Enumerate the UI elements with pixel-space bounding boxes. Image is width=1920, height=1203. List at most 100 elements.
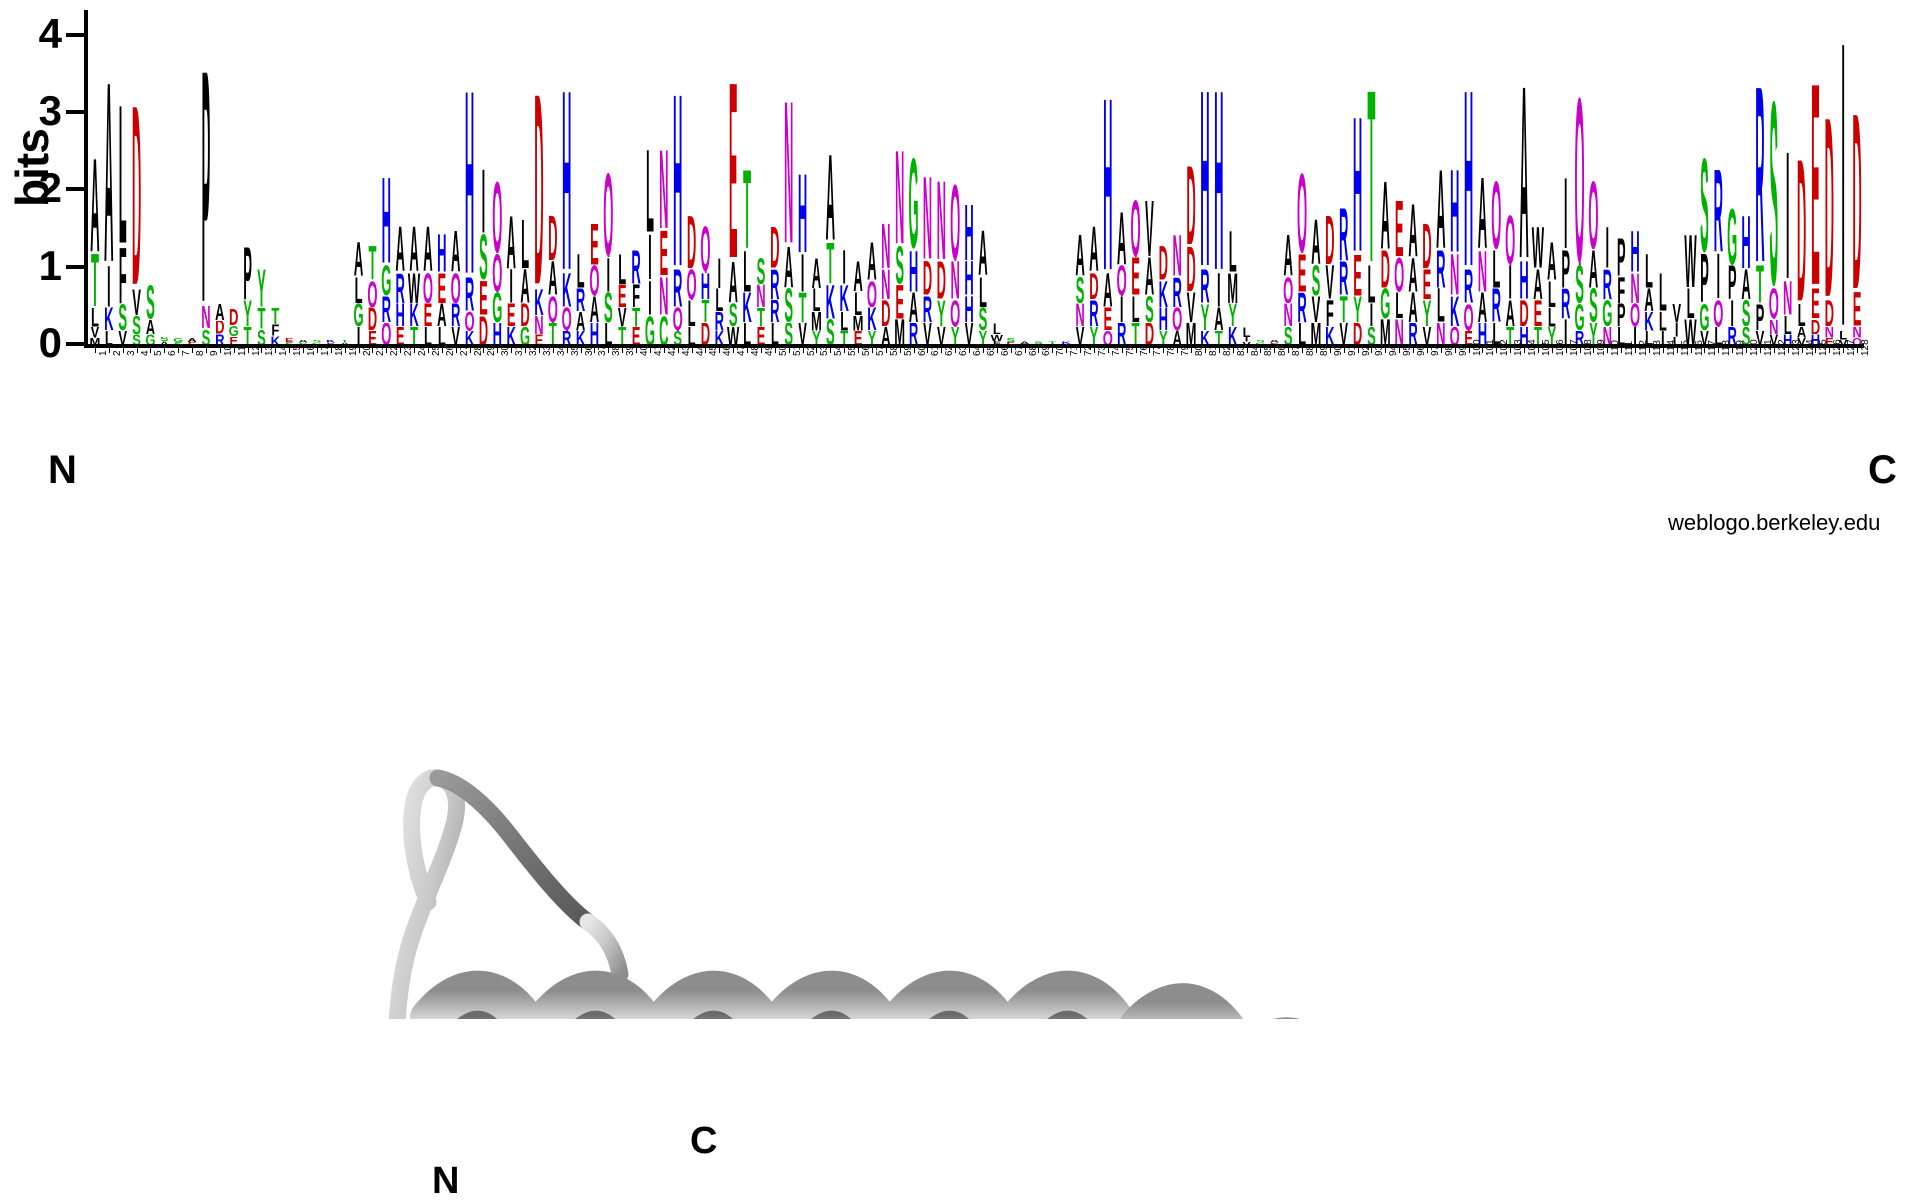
x-tick-label: 7 <box>181 350 193 356</box>
x-tick <box>1857 348 1859 353</box>
logo-letter: L <box>1839 330 1848 340</box>
logo-letter: W <box>1684 318 1697 346</box>
x-tick-label: 10 <box>222 344 234 356</box>
logo-letter: R <box>1116 322 1127 346</box>
logo-letter: A <box>1436 168 1446 250</box>
logo-letter: V <box>451 326 461 346</box>
logo-letter: N <box>894 148 905 246</box>
x-tick-label: 44 <box>694 344 706 356</box>
logo-letter: S <box>1256 339 1265 343</box>
logo-letter: A <box>1089 226 1099 273</box>
logo-letter: Q <box>1713 299 1724 327</box>
logo-letter: T <box>826 241 835 285</box>
x-tick <box>1302 348 1304 353</box>
logo-letter: A <box>575 311 586 331</box>
logo-letter: R <box>1089 299 1099 327</box>
logo-letter: R <box>770 268 780 300</box>
logo-letter: M <box>894 318 906 346</box>
logo-letter: D <box>700 322 711 346</box>
logo-letter: A <box>1019 341 1030 344</box>
x-tick-label: 126 <box>1832 339 1844 356</box>
logo-letter: T <box>410 326 419 346</box>
logo-letter: L <box>687 299 696 327</box>
logo-letter: V <box>118 330 128 346</box>
x-tick <box>1024 348 1026 353</box>
logo-letter: V <box>1422 326 1432 346</box>
logo-letter: P <box>243 245 252 300</box>
x-tick-label: 21 <box>375 344 387 356</box>
logo-letter: A <box>1547 241 1557 281</box>
x-tick-label: 15 <box>292 344 304 356</box>
logo-letter: D <box>936 260 946 300</box>
logo-stack: LWF <box>990 323 1004 346</box>
logo-letter: H <box>1200 87 1210 269</box>
x-tick-label: 46 <box>722 344 734 356</box>
logo-letter: T <box>257 307 266 329</box>
x-tick <box>1121 348 1123 353</box>
logo-letter: Q <box>367 280 378 308</box>
x-tick-label: 36 <box>583 344 595 356</box>
logo-letter: D <box>534 90 544 289</box>
logo-letter: K <box>1200 330 1210 346</box>
logo-letter: T <box>90 253 99 308</box>
x-tick <box>552 348 554 353</box>
x-tick-label: 62 <box>944 344 956 356</box>
x-tick-label: 63 <box>958 344 970 356</box>
logo-letter: Q <box>1102 330 1113 346</box>
logo-letter: R <box>908 322 919 346</box>
y-tick-0 <box>66 342 88 346</box>
x-tick-label: 97 <box>1429 344 1441 356</box>
logo-letter: V <box>1145 199 1154 258</box>
logo-letter: L <box>423 326 432 346</box>
logo-letter: Q <box>950 183 961 261</box>
logo-letter: S <box>1311 264 1321 296</box>
logo-letter: A <box>825 152 835 242</box>
logo-letter: A <box>157 341 171 346</box>
x-tick <box>1385 348 1387 353</box>
x-tick-label: 19 <box>347 344 359 356</box>
logo-letter: A <box>1311 218 1321 265</box>
logo-letter: I <box>1605 226 1610 269</box>
logo-letter: I <box>1244 336 1249 343</box>
x-tick <box>1093 348 1095 353</box>
x-tick <box>1315 348 1317 353</box>
x-tick <box>816 348 818 353</box>
x-tick-label: 107 <box>1568 339 1580 356</box>
logo-letter: A <box>1588 249 1599 289</box>
logo-letter: R <box>464 276 475 312</box>
x-tick <box>927 348 929 353</box>
x-tick <box>303 348 305 353</box>
logo-letter: Q <box>603 172 614 258</box>
logo-letter: Q <box>381 322 392 346</box>
logo-letter: D <box>881 299 891 327</box>
x-tick-label: 28 <box>472 344 484 356</box>
x-tick <box>1759 348 1761 353</box>
logo-letter: H <box>1741 214 1751 269</box>
x-tick-label: 100 <box>1471 339 1483 356</box>
x-tick <box>330 348 332 353</box>
x-tick-label: 40 <box>639 344 651 356</box>
logo-letter: D <box>228 308 239 326</box>
x-tick-label: 73 <box>1096 344 1108 356</box>
x-tick-label: 70 <box>1055 344 1067 356</box>
x-tick-label: 58 <box>888 344 900 356</box>
logo-letter: D <box>1089 272 1099 300</box>
x-tick-label: 78 <box>1166 344 1178 356</box>
x-tick-label: 120 <box>1749 339 1761 356</box>
x-tick <box>1676 348 1678 353</box>
x-tick <box>164 348 166 353</box>
x-tick-label: 42 <box>666 344 678 356</box>
x-tick <box>1843 348 1845 353</box>
